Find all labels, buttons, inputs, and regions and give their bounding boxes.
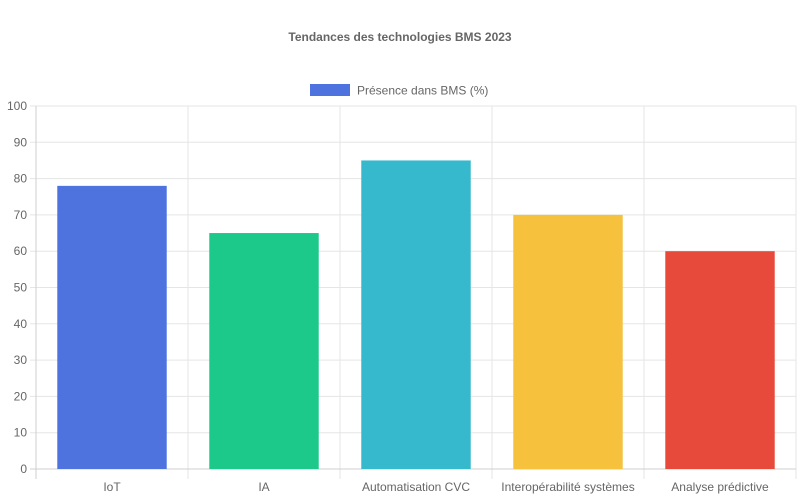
legend-label: Présence dans BMS (%)	[357, 84, 488, 98]
bar[interactable]	[57, 185, 167, 470]
y-tick-label: 50	[14, 281, 28, 295]
y-tick-label: 70	[14, 208, 28, 222]
y-tick-label: 30	[14, 353, 28, 367]
bar[interactable]	[513, 214, 623, 469]
bar[interactable]	[665, 251, 775, 469]
y-tick-label: 100	[7, 99, 27, 113]
bar[interactable]	[209, 233, 319, 469]
y-tick-label: 10	[14, 426, 28, 440]
y-tick-label: 20	[14, 389, 28, 403]
y-tick-label: 40	[14, 317, 28, 331]
y-tick-label: 90	[14, 135, 28, 149]
legend-swatch	[310, 84, 350, 96]
x-tick-label: Automatisation CVC	[362, 480, 470, 494]
y-tick-label: 60	[14, 244, 28, 258]
bar[interactable]	[361, 160, 471, 469]
bars	[57, 160, 775, 470]
x-tick-label: Interopérabilité systèmes	[501, 480, 634, 494]
x-tick-label: Analyse prédictive	[671, 480, 769, 494]
x-tick-label: IoT	[103, 480, 121, 494]
legend[interactable]: Présence dans BMS (%)	[310, 84, 488, 98]
x-axis-ticks: IoT IA Automatisation CVC Interopérabilité …	[103, 480, 769, 494]
x-tick-label: IA	[258, 480, 269, 494]
chart-title: Tendances des technologies BMS 2023	[288, 30, 512, 44]
y-tick-label: 0	[20, 462, 27, 476]
y-axis-ticks: 0 10 20 30 40 50 60 70 80 90 100	[7, 99, 27, 476]
y-tick-label: 80	[14, 172, 28, 186]
